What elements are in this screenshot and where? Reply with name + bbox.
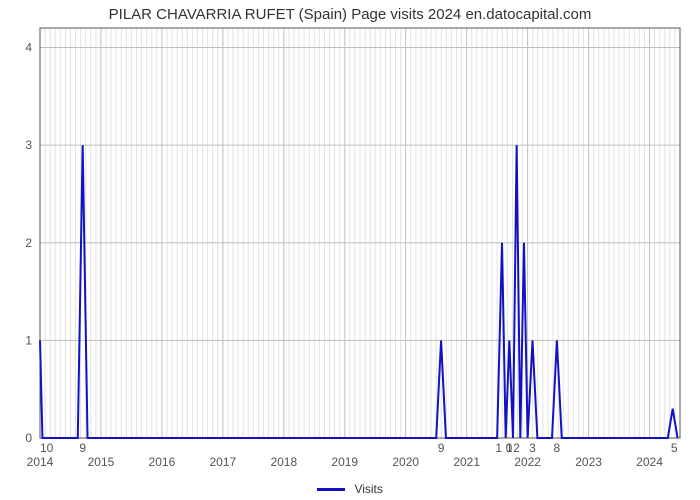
legend: Visits [0, 482, 700, 496]
svg-text:10: 10 [40, 441, 54, 455]
chart-svg: 0123420142015201620172018201920202021202… [0, 0, 700, 500]
svg-text:0: 0 [25, 431, 32, 445]
svg-text:2: 2 [513, 441, 520, 455]
svg-text:2: 2 [25, 236, 32, 250]
svg-text:1: 1 [495, 441, 502, 455]
legend-swatch [317, 488, 345, 491]
svg-text:1: 1 [25, 333, 32, 347]
svg-text:2015: 2015 [88, 455, 115, 469]
svg-text:4: 4 [25, 41, 32, 55]
svg-text:1: 1 [506, 441, 513, 455]
svg-text:9: 9 [438, 441, 445, 455]
svg-text:2020: 2020 [392, 455, 419, 469]
svg-text:5: 5 [671, 441, 678, 455]
svg-text:2021: 2021 [453, 455, 480, 469]
svg-text:2014: 2014 [27, 455, 54, 469]
svg-text:2017: 2017 [210, 455, 237, 469]
svg-text:2019: 2019 [331, 455, 358, 469]
svg-text:8: 8 [554, 441, 561, 455]
legend-label: Visits [354, 482, 382, 496]
svg-text:2016: 2016 [149, 455, 176, 469]
svg-text:3: 3 [25, 138, 32, 152]
svg-text:2018: 2018 [270, 455, 297, 469]
svg-text:3: 3 [529, 441, 536, 455]
svg-text:2024: 2024 [636, 455, 663, 469]
svg-text:2023: 2023 [575, 455, 602, 469]
svg-text:2022: 2022 [514, 455, 541, 469]
svg-text:9: 9 [79, 441, 86, 455]
chart-container: PILAR CHAVARRIA RUFET (Spain) Page visit… [0, 0, 700, 500]
